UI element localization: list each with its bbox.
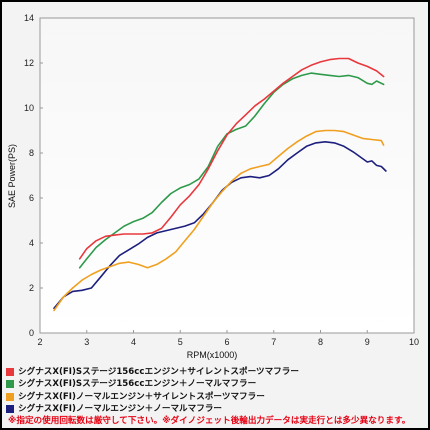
legend-item: シグナスX(FI)ノーマルエンジン＋サイレントスポーツマフラー — [6, 391, 426, 403]
x-tick-label: 6 — [224, 337, 229, 347]
legend-swatch — [6, 368, 14, 377]
legend-label: シグナスX(FI)ノーマルエンジン＋ノーマルマフラー — [18, 403, 223, 414]
y-tick-label: 12 — [24, 58, 34, 68]
series-line-1 — [78, 57, 385, 260]
plot-area — [39, 17, 415, 334]
x-tick-label: 7 — [271, 337, 276, 347]
series-line-2 — [78, 72, 385, 269]
legend-item: シグナスX(FI)Sステージ156ccエンジン＋ノーマルマフラー — [6, 378, 426, 390]
legend-swatch — [6, 380, 14, 389]
x-tick-label: 4 — [131, 337, 136, 347]
legend-label: シグナスX(FI)ノーマルエンジン＋サイレントスポーツマフラー — [18, 391, 265, 402]
y-tick-label: 6 — [29, 193, 34, 203]
legend-swatch — [6, 392, 14, 401]
y-axis-label: SAE Power(PS) — [7, 144, 17, 208]
y-tick-label: 0 — [29, 328, 34, 338]
disclaimer-note: ※指定の使用回転数は厳守して下さい。※ダイノジェット後輪出力データは実走行とは多… — [8, 416, 411, 427]
y-tick-label: 10 — [24, 103, 34, 113]
x-tick-label: 3 — [84, 337, 89, 347]
x-tick-label: 2 — [37, 337, 42, 347]
legend-label: シグナスX(FI)Sステージ156ccエンジン＋サイレントスポーツマフラー — [18, 367, 299, 377]
series-line-3 — [53, 129, 385, 312]
legend: シグナスX(FI)Sステージ156ccエンジン＋サイレントスポーツマフラー シグ… — [6, 366, 426, 427]
x-tick-label: 5 — [178, 337, 183, 347]
legend-label: シグナスX(FI)Sステージ156ccエンジン＋ノーマルマフラー — [18, 379, 257, 390]
legend-swatch — [6, 405, 14, 414]
x-tick-label: 8 — [318, 337, 323, 347]
y-tick-label: 8 — [29, 148, 34, 158]
series-lines — [53, 57, 387, 312]
series-line-4 — [53, 141, 387, 310]
x-tick-label: 10 — [409, 337, 419, 347]
x-tick-label: 9 — [365, 337, 370, 347]
x-axis-label: RPM(x1000) — [187, 350, 238, 360]
y-tick-label: 4 — [29, 238, 34, 248]
y-tick-label: 14 — [24, 13, 34, 23]
legend-item: シグナスX(FI)ノーマルエンジン＋ノーマルマフラー — [6, 403, 426, 415]
legend-item: シグナスX(FI)Sステージ156ccエンジン＋サイレントスポーツマフラー — [6, 366, 426, 378]
y-tick-label: 2 — [29, 283, 34, 293]
